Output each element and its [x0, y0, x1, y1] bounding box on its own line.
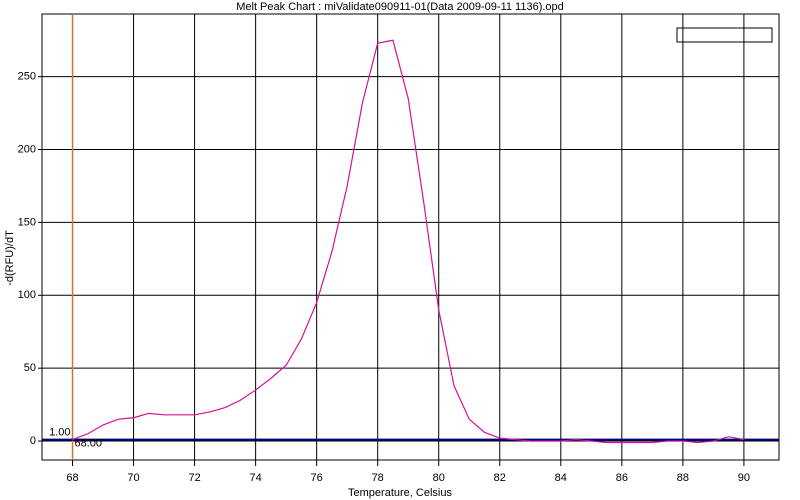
- legend-box: [676, 27, 773, 43]
- x-axis-label: Temperature, Celsius: [348, 487, 452, 499]
- x-tick-label: 76: [311, 472, 323, 484]
- x-tick-label: 86: [616, 472, 628, 484]
- x-tick-label: 90: [738, 472, 750, 484]
- threshold-label: 1.00: [49, 427, 70, 439]
- y-tick-label: 150: [18, 216, 36, 228]
- y-axis-label: -d(RFU)/dT: [4, 230, 16, 286]
- plot-area: [41, 13, 780, 461]
- y-tick-label: 250: [18, 71, 36, 83]
- y-tick-label: 200: [18, 143, 36, 155]
- x-tick-label: 88: [677, 472, 689, 484]
- x-tick-label: 82: [494, 472, 506, 484]
- x-tick-label: 80: [433, 472, 445, 484]
- y-tick-label: 100: [18, 289, 36, 301]
- y-tick-label: 50: [24, 362, 36, 374]
- x-tick-label: 68: [66, 472, 78, 484]
- x-tick-label: 84: [555, 472, 567, 484]
- chart-title: Melt Peak Chart : miValidate090911-01(Da…: [236, 1, 564, 13]
- marker-label: 68.00: [75, 438, 103, 450]
- y-tick-label: 0: [30, 435, 36, 447]
- x-tick-label: 78: [372, 472, 384, 484]
- x-tick-label: 74: [249, 472, 261, 484]
- series-line: [72, 39, 745, 444]
- x-tick-label: 72: [188, 472, 200, 484]
- x-tick-label: 70: [127, 472, 139, 484]
